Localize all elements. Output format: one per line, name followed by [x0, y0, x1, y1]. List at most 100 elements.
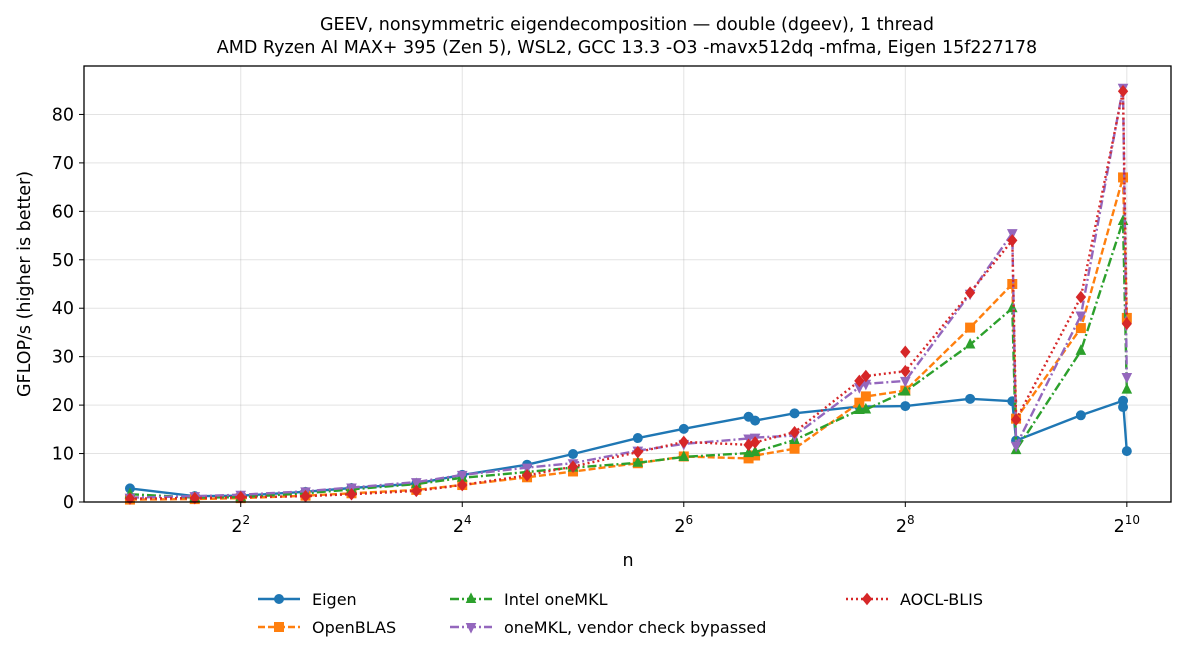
y-tick-label: 20: [52, 396, 74, 416]
data-point: [749, 445, 761, 457]
data-point: [900, 401, 911, 412]
legend-marker: [274, 622, 284, 632]
data-point: [1118, 402, 1129, 413]
y-tick-label: 40: [52, 299, 74, 319]
data-point: [854, 374, 865, 388]
chart-subtitle: AMD Ryzen AI MAX+ 395 (Zen 5), WSL2, GCC…: [217, 38, 1037, 58]
data-point: [1075, 323, 1086, 334]
x-tick-exponent: 6: [686, 513, 694, 527]
data-point: [410, 478, 422, 489]
y-tick-label: 70: [52, 154, 74, 174]
legend-marker: [465, 592, 477, 603]
plot-frame: [83, 65, 1172, 503]
data-point: [854, 403, 865, 414]
x-tick-exponent: 8: [907, 513, 915, 527]
data-point: [1117, 84, 1129, 98]
data-point: [1010, 441, 1022, 453]
data-point: [860, 369, 872, 383]
data-point: [1075, 290, 1087, 304]
data-point: [567, 460, 579, 473]
data-point: [456, 470, 468, 482]
x-tick-label: 24: [453, 513, 472, 537]
data-point: [1010, 413, 1022, 426]
data-point: [1121, 446, 1132, 457]
data-point: [789, 408, 800, 419]
legend-marker: [861, 592, 873, 606]
data-point: [860, 391, 871, 402]
data-point: [1007, 234, 1018, 247]
x-tick-label: 22: [231, 513, 250, 537]
legend-entry: Intel oneMKL: [450, 590, 608, 609]
chart-title: GEEV, nonsymmetric eigendecomposition — …: [320, 15, 934, 35]
data-point: [749, 436, 761, 449]
x-tick-exponent: 10: [1125, 513, 1140, 527]
legend-entry: oneMKL, vendor check bypassed: [450, 618, 766, 637]
x-tick-base: 2: [453, 517, 464, 537]
data-point: [346, 487, 357, 501]
x-tick-label: 26: [674, 513, 693, 537]
data-point: [632, 433, 643, 444]
data-point: [632, 445, 643, 459]
data-point: [568, 449, 579, 460]
y-axis-label: GFLOP/s (higher is better): [15, 171, 35, 397]
legend-label: AOCL-BLIS: [900, 590, 983, 609]
legend-label: Eigen: [312, 590, 357, 609]
data-point: [521, 469, 533, 482]
data-point: [789, 425, 800, 439]
data-point: [678, 450, 690, 461]
data-point: [1121, 317, 1132, 331]
legend: Eigen OpenBLAS Intel oneMKL oneMKL, vendor …: [258, 590, 983, 637]
legend-marker: [274, 594, 284, 604]
data-point: [678, 435, 689, 449]
data-point: [1121, 382, 1133, 394]
x-tick-base: 2: [674, 517, 685, 537]
data-point: [521, 463, 533, 475]
data-point: [1075, 344, 1087, 355]
x-tick-label: 28: [896, 513, 915, 537]
data-point: [965, 322, 976, 333]
data-point: [750, 415, 761, 426]
data-point: [678, 423, 689, 434]
y-tick-label: 30: [52, 348, 74, 368]
plot-series: [124, 83, 1133, 505]
legend-label: OpenBLAS: [312, 618, 396, 637]
y-tick-label: 10: [52, 445, 74, 465]
data-point: [900, 345, 911, 359]
data-point: [860, 402, 872, 414]
series-line: [129, 86, 1128, 499]
x-tick-exponent: 4: [464, 513, 472, 527]
y-tick-label: 0: [63, 493, 74, 513]
legend-marker: [465, 623, 477, 634]
x-tick-label: 210: [1114, 513, 1140, 537]
data-point: [1075, 311, 1087, 323]
x-tick-exponent: 2: [242, 513, 250, 527]
data-point: [789, 443, 800, 454]
data-point: [457, 478, 468, 492]
data-point: [1121, 373, 1133, 384]
y-tick-label: 80: [52, 105, 74, 125]
x-tick-base: 2: [1114, 517, 1125, 537]
legend-label: oneMKL, vendor check bypassed: [504, 618, 766, 637]
y-tick-label: 60: [52, 202, 74, 222]
x-tick-base: 2: [231, 517, 242, 537]
x-axis-label: n: [622, 551, 633, 571]
x-tick-base: 2: [896, 517, 907, 537]
legend-label: Intel oneMKL: [504, 590, 608, 609]
data-point: [411, 484, 422, 498]
data-point: [900, 364, 911, 378]
legend-entry: Eigen: [258, 590, 357, 609]
series-line: [129, 89, 1128, 500]
data-point: [964, 286, 976, 300]
data-point: [632, 456, 644, 467]
data-point: [964, 337, 976, 349]
data-point: [189, 491, 200, 505]
data-point: [1075, 410, 1086, 421]
legend-entry: OpenBLAS: [258, 618, 396, 637]
y-tick-label: 50: [52, 251, 74, 271]
data-point: [965, 393, 976, 404]
data-point: [899, 384, 911, 396]
legend-entry: AOCL-BLIS: [846, 590, 983, 609]
